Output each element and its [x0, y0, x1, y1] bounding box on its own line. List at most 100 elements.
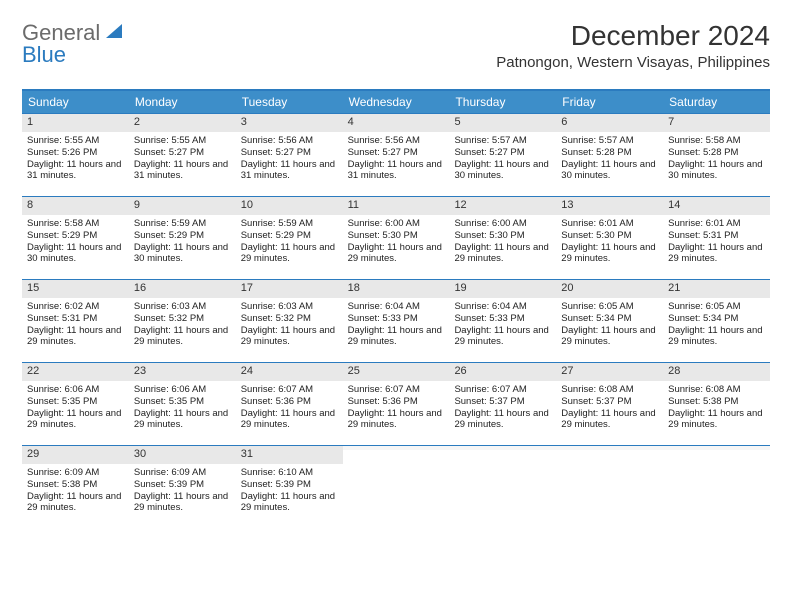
day-number: 30: [129, 446, 236, 464]
sunrise-line: Sunrise: 6:09 AM: [134, 467, 231, 479]
day-content: Sunrise: 6:02 AMSunset: 5:31 PMDaylight:…: [22, 298, 129, 355]
day-number: 21: [663, 280, 770, 298]
daylight-line: Daylight: 11 hours and 29 minutes.: [134, 491, 231, 515]
day-content: [663, 450, 770, 459]
day-cell: 23Sunrise: 6:06 AMSunset: 5:35 PMDayligh…: [129, 363, 236, 445]
day-content: Sunrise: 6:08 AMSunset: 5:38 PMDaylight:…: [663, 381, 770, 438]
daylight-line: Daylight: 11 hours and 29 minutes.: [561, 242, 658, 266]
day-cell: 6 Sunrise: 5:57 AMSunset: 5:28 PMDaylight…: [556, 114, 663, 196]
sunrise-line: Sunrise: 6:04 AM: [454, 301, 551, 313]
day-content: Sunrise: 6:07 AMSunset: 5:36 PMDaylight:…: [236, 381, 343, 438]
sunset-line: Sunset: 5:28 PM: [561, 147, 658, 159]
sunset-line: Sunset: 5:33 PM: [348, 313, 445, 325]
day-number: 22: [22, 363, 129, 381]
daylight-line: Daylight: 11 hours and 31 minutes.: [348, 159, 445, 183]
sunset-line: Sunset: 5:33 PM: [454, 313, 551, 325]
week-row: 29Sunrise: 6:09 AMSunset: 5:38 PMDayligh…: [22, 445, 770, 528]
sunrise-line: Sunrise: 6:09 AM: [27, 467, 124, 479]
day-number: 19: [449, 280, 556, 298]
week-row: 8Sunrise: 5:58 AMSunset: 5:29 PMDaylight…: [22, 196, 770, 279]
day-content: Sunrise: 5:58 AMSunset: 5:29 PMDaylight:…: [22, 215, 129, 272]
sunset-line: Sunset: 5:31 PM: [27, 313, 124, 325]
day-header: Monday: [129, 91, 236, 113]
day-cell: 22Sunrise: 6:06 AMSunset: 5:35 PMDayligh…: [22, 363, 129, 445]
sunrise-line: Sunrise: 6:01 AM: [668, 218, 765, 230]
daylight-line: Daylight: 11 hours and 29 minutes.: [454, 242, 551, 266]
sunset-line: Sunset: 5:34 PM: [561, 313, 658, 325]
day-cell: 3Sunrise: 5:56 AMSunset: 5:27 PMDaylight…: [236, 114, 343, 196]
sunrise-line: Sunrise: 5:57 AM: [561, 135, 658, 147]
day-cell: 28Sunrise: 6:08 AMSunset: 5:38 PMDayligh…: [663, 363, 770, 445]
sunrise-line: Sunrise: 6:07 AM: [348, 384, 445, 396]
daylight-line: Daylight: 11 hours and 29 minutes.: [241, 242, 338, 266]
sunrise-line: Sunrise: 5:57 AM: [454, 135, 551, 147]
daylight-line: Daylight: 11 hours and 29 minutes.: [134, 408, 231, 432]
day-content: Sunrise: 6:01 AMSunset: 5:31 PMDaylight:…: [663, 215, 770, 272]
day-number: 3: [236, 114, 343, 132]
day-content: Sunrise: 5:58 AMSunset: 5:28 PMDaylight:…: [663, 132, 770, 189]
week-row: 1Sunrise: 5:55 AMSunset: 5:26 PMDaylight…: [22, 113, 770, 196]
day-cell: 17Sunrise: 6:03 AMSunset: 5:32 PMDayligh…: [236, 280, 343, 362]
daylight-line: Daylight: 11 hours and 29 minutes.: [241, 491, 338, 515]
day-content: Sunrise: 5:57 AMSunset: 5:27 PMDaylight:…: [449, 132, 556, 189]
calendar: SundayMondayTuesdayWednesdayThursdayFrid…: [22, 89, 770, 528]
sunset-line: Sunset: 5:37 PM: [454, 396, 551, 408]
day-cell: 9Sunrise: 5:59 AMSunset: 5:29 PMDaylight…: [129, 197, 236, 279]
day-number: 15: [22, 280, 129, 298]
day-number: 25: [343, 363, 450, 381]
day-cell: 8Sunrise: 5:58 AMSunset: 5:29 PMDaylight…: [22, 197, 129, 279]
sunset-line: Sunset: 5:26 PM: [27, 147, 124, 159]
sunset-line: Sunset: 5:27 PM: [454, 147, 551, 159]
day-number: 13: [556, 197, 663, 215]
sunrise-line: Sunrise: 6:05 AM: [668, 301, 765, 313]
day-number: 6: [556, 114, 663, 132]
day-content: Sunrise: 6:10 AMSunset: 5:39 PMDaylight:…: [236, 464, 343, 521]
sunset-line: Sunset: 5:29 PM: [27, 230, 124, 242]
day-number: 5: [449, 114, 556, 132]
sunrise-line: Sunrise: 6:08 AM: [561, 384, 658, 396]
day-number: 27: [556, 363, 663, 381]
day-cell: 21Sunrise: 6:05 AMSunset: 5:34 PMDayligh…: [663, 280, 770, 362]
day-content: Sunrise: 5:59 AMSunset: 5:29 PMDaylight:…: [129, 215, 236, 272]
day-cell: 27Sunrise: 6:08 AMSunset: 5:37 PMDayligh…: [556, 363, 663, 445]
sunrise-line: Sunrise: 6:03 AM: [241, 301, 338, 313]
sunset-line: Sunset: 5:30 PM: [348, 230, 445, 242]
sunset-line: Sunset: 5:29 PM: [241, 230, 338, 242]
day-content: Sunrise: 5:56 AMSunset: 5:27 PMDaylight:…: [343, 132, 450, 189]
day-content: Sunrise: 6:06 AMSunset: 5:35 PMDaylight:…: [22, 381, 129, 438]
sunrise-line: Sunrise: 6:02 AM: [27, 301, 124, 313]
daylight-line: Daylight: 11 hours and 31 minutes.: [27, 159, 124, 183]
day-content: Sunrise: 5:56 AMSunset: 5:27 PMDaylight:…: [236, 132, 343, 189]
day-number: 7: [663, 114, 770, 132]
day-content: Sunrise: 6:00 AMSunset: 5:30 PMDaylight:…: [343, 215, 450, 272]
day-cell: 29Sunrise: 6:09 AMSunset: 5:38 PMDayligh…: [22, 446, 129, 528]
day-cell: 11Sunrise: 6:00 AMSunset: 5:30 PMDayligh…: [343, 197, 450, 279]
brand-sail-icon: [104, 20, 124, 46]
daylight-line: Daylight: 11 hours and 29 minutes.: [241, 408, 338, 432]
day-number: 23: [129, 363, 236, 381]
day-content: Sunrise: 6:05 AMSunset: 5:34 PMDaylight:…: [556, 298, 663, 355]
month-title: December 2024: [496, 20, 770, 52]
sunrise-line: Sunrise: 5:56 AM: [348, 135, 445, 147]
sunrise-line: Sunrise: 5:55 AM: [134, 135, 231, 147]
day-cell: [343, 446, 450, 528]
sunrise-line: Sunrise: 6:06 AM: [134, 384, 231, 396]
day-number: 29: [22, 446, 129, 464]
daylight-line: Daylight: 11 hours and 29 minutes.: [27, 325, 124, 349]
daylight-line: Daylight: 11 hours and 29 minutes.: [668, 242, 765, 266]
day-header: Sunday: [22, 91, 129, 113]
sunset-line: Sunset: 5:36 PM: [348, 396, 445, 408]
location: Patnongon, Western Visayas, Philippines: [496, 54, 770, 71]
day-number: 18: [343, 280, 450, 298]
daylight-line: Daylight: 11 hours and 30 minutes.: [561, 159, 658, 183]
day-cell: 26Sunrise: 6:07 AMSunset: 5:37 PMDayligh…: [449, 363, 556, 445]
sunrise-line: Sunrise: 6:05 AM: [561, 301, 658, 313]
sunset-line: Sunset: 5:27 PM: [134, 147, 231, 159]
daylight-line: Daylight: 11 hours and 31 minutes.: [134, 159, 231, 183]
daylight-line: Daylight: 11 hours and 30 minutes.: [27, 242, 124, 266]
sunrise-line: Sunrise: 6:00 AM: [348, 218, 445, 230]
day-content: Sunrise: 5:55 AMSunset: 5:26 PMDaylight:…: [22, 132, 129, 189]
sunset-line: Sunset: 5:37 PM: [561, 396, 658, 408]
sunrise-line: Sunrise: 6:01 AM: [561, 218, 658, 230]
brand-part2: Blue: [22, 42, 66, 68]
